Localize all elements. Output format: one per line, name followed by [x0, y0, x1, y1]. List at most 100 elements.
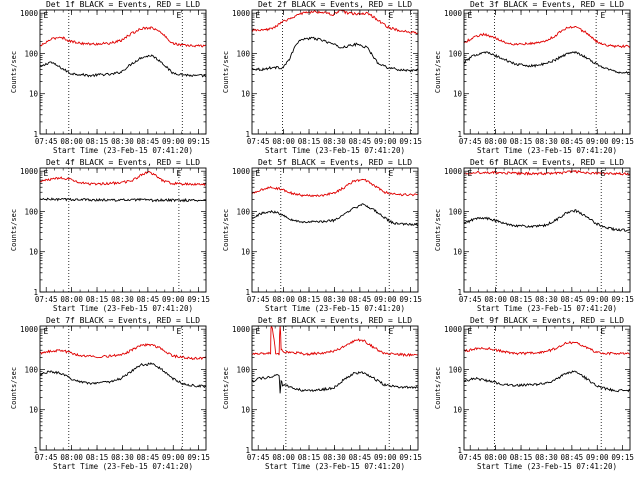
- corner-marker: E: [176, 327, 181, 336]
- x-tick-label: 08:00: [484, 295, 507, 304]
- y-tick-label: 1: [33, 130, 38, 139]
- corner-marker: E: [468, 11, 473, 20]
- y-axis-label: Counts/sec: [10, 51, 18, 93]
- panel-title: Det 5f BLACK = Events, RED = LLD: [258, 158, 412, 167]
- series-line-lld: [251, 178, 419, 198]
- x-axis-label: Start Time (23-Feb-15 07:41:20): [53, 462, 193, 471]
- corner-marker: E: [44, 169, 49, 178]
- x-tick-label: 09:15: [399, 453, 422, 462]
- panel-det-4: Det 4f BLACK = Events, RED = LLD 1 10 100 10…: [10, 158, 210, 313]
- x-tick-label: 09:15: [611, 295, 634, 304]
- x-tick-label: 09:00: [162, 137, 185, 146]
- x-tick-label: 08:15: [86, 453, 109, 462]
- corner-marker: E: [388, 327, 393, 336]
- y-tick-label: 1: [457, 288, 462, 297]
- corner-marker: E: [600, 327, 605, 336]
- y-axis-label: Counts/sec: [10, 367, 18, 409]
- panel-title: Det 1f BLACK = Events, RED = LLD: [46, 0, 200, 9]
- plot-frame: [463, 9, 631, 135]
- y-tick-label: 1000: [444, 325, 463, 334]
- plot-frame: [39, 167, 207, 293]
- plot-frame: [463, 167, 631, 293]
- x-tick-label: 08:30: [323, 453, 346, 462]
- y-tick-label: 10: [241, 90, 251, 99]
- x-tick-label: 09:00: [586, 295, 609, 304]
- panel-det-3: Det 3f BLACK = Events, RED = LLD 1 10 100 10…: [434, 0, 634, 155]
- series-line-events: [463, 209, 631, 232]
- x-tick-label: 08:15: [510, 453, 533, 462]
- x-tick-label: 08:00: [60, 295, 83, 304]
- x-axis-label: Start Time (23-Feb-15 07:41:20): [477, 146, 617, 155]
- x-axis-label: Start Time (23-Feb-15 07:41:20): [477, 304, 617, 313]
- y-tick-label: 1: [245, 446, 250, 455]
- y-tick-label: 100: [448, 49, 462, 58]
- y-tick-label: 1: [33, 446, 38, 455]
- series-line-lld: [463, 169, 631, 176]
- panel-title: Det 4f BLACK = Events, RED = LLD: [46, 158, 200, 167]
- x-tick-label: 07:45: [35, 137, 58, 146]
- x-tick-label: 08:45: [561, 453, 584, 462]
- series-line-lld: [463, 340, 631, 356]
- x-tick-label: 09:15: [611, 137, 634, 146]
- x-tick-label: 08:45: [349, 137, 372, 146]
- x-tick-label: 07:45: [247, 137, 270, 146]
- panel-det-7: Det 7f BLACK = Events, RED = LLD 1 10 100 10…: [10, 316, 210, 471]
- x-tick-label: 08:00: [484, 137, 507, 146]
- y-tick-label: 10: [241, 406, 251, 415]
- panel-title: Det 7f BLACK = Events, RED = LLD: [46, 316, 200, 325]
- x-tick-label: 08:15: [510, 137, 533, 146]
- y-tick-label: 1: [457, 130, 462, 139]
- x-tick-label: 08:15: [298, 295, 321, 304]
- y-tick-label: 100: [236, 365, 250, 374]
- y-tick-label: 100: [236, 49, 250, 58]
- x-tick-label: 09:00: [586, 137, 609, 146]
- x-tick-label: 07:45: [247, 295, 270, 304]
- x-tick-label: 09:15: [187, 137, 210, 146]
- plot-frame: [251, 325, 419, 451]
- y-tick-label: 1000: [20, 325, 39, 334]
- x-tick-label: 08:45: [349, 453, 372, 462]
- corner-marker: E: [388, 169, 393, 178]
- x-tick-label: 08:15: [86, 295, 109, 304]
- series-line-lld: [251, 325, 418, 358]
- panel-det-9: Det 9f BLACK = Events, RED = LLD 1 10 100 10…: [434, 316, 634, 471]
- series-line-events: [251, 371, 418, 394]
- corner-marker: E: [600, 169, 605, 178]
- x-tick-label: 08:30: [535, 453, 558, 462]
- x-tick-label: 08:45: [137, 295, 160, 304]
- corner-marker: E: [256, 327, 261, 336]
- x-tick-label: 08:00: [272, 453, 295, 462]
- series-line-events: [39, 197, 207, 203]
- x-tick-label: 07:45: [247, 453, 270, 462]
- series-line-events: [39, 362, 207, 389]
- x-tick-label: 09:15: [399, 137, 422, 146]
- x-tick-label: 09:15: [187, 453, 210, 462]
- x-tick-label: 09:00: [162, 295, 185, 304]
- y-tick-label: 100: [24, 49, 38, 58]
- corner-marker: E: [44, 11, 49, 20]
- y-tick-label: 1: [457, 446, 462, 455]
- x-tick-label: 08:15: [298, 137, 321, 146]
- y-tick-label: 1000: [20, 167, 39, 176]
- series-line-events: [463, 370, 631, 393]
- y-tick-label: 10: [453, 406, 463, 415]
- y-tick-label: 1000: [444, 167, 463, 176]
- y-axis-label: Counts/sec: [434, 51, 442, 93]
- x-tick-label: 08:15: [86, 137, 109, 146]
- corner-marker: E: [468, 327, 473, 336]
- x-axis-label: Start Time (23-Feb-15 07:41:20): [477, 462, 617, 471]
- y-tick-label: 10: [453, 248, 463, 257]
- plot-frame: [463, 325, 631, 451]
- y-tick-label: 100: [236, 207, 250, 216]
- x-tick-label: 07:45: [35, 453, 58, 462]
- corner-marker: E: [176, 169, 181, 178]
- series-line-lld: [39, 170, 207, 187]
- x-tick-label: 09:00: [374, 137, 397, 146]
- x-tick-label: 09:15: [187, 295, 210, 304]
- y-tick-label: 100: [24, 365, 38, 374]
- x-tick-label: 09:15: [399, 295, 422, 304]
- y-tick-label: 10: [241, 248, 251, 257]
- x-tick-label: 08:45: [137, 137, 160, 146]
- y-axis-label: Counts/sec: [222, 209, 230, 251]
